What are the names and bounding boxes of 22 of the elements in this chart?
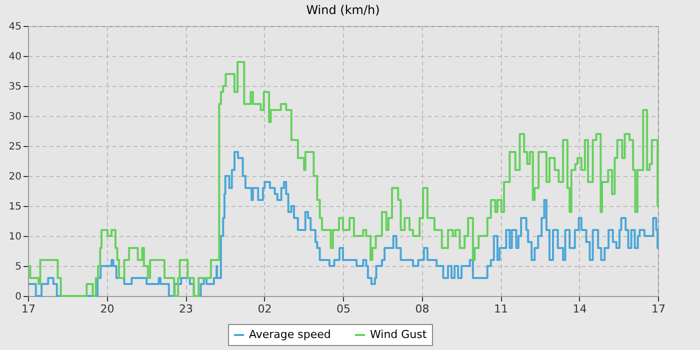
x-tick-label: 08 — [415, 302, 430, 316]
x-tick-label: 05 — [336, 302, 350, 316]
x-tick-label: 23 — [179, 302, 193, 316]
y-tick-label: 5 — [15, 262, 22, 272]
y-tick-label: 40 — [8, 52, 22, 62]
x-tick-label: 11 — [494, 302, 508, 316]
x-tick-label: 20 — [100, 302, 114, 316]
y-tick-label: 15 — [8, 202, 22, 212]
y-tick-label: 45 — [8, 22, 22, 32]
x-tick-label: 17 — [22, 302, 36, 316]
y-tick-label: 0 — [15, 292, 22, 302]
x-tick-label: 02 — [258, 302, 272, 316]
chart-title: Wind (km/h) — [306, 3, 380, 17]
y-tick-label: 25 — [8, 142, 22, 152]
legend-label: Wind Gust — [370, 328, 428, 341]
y-tick-label: 35 — [8, 82, 22, 92]
x-tick-label: 14 — [572, 302, 587, 316]
y-tick-label: 20 — [8, 172, 22, 182]
legend-label: Average speed — [249, 328, 331, 341]
x-tick-label: 17 — [652, 302, 666, 316]
y-tick-label: 30 — [8, 112, 22, 122]
y-tick-label: 10 — [8, 232, 22, 242]
